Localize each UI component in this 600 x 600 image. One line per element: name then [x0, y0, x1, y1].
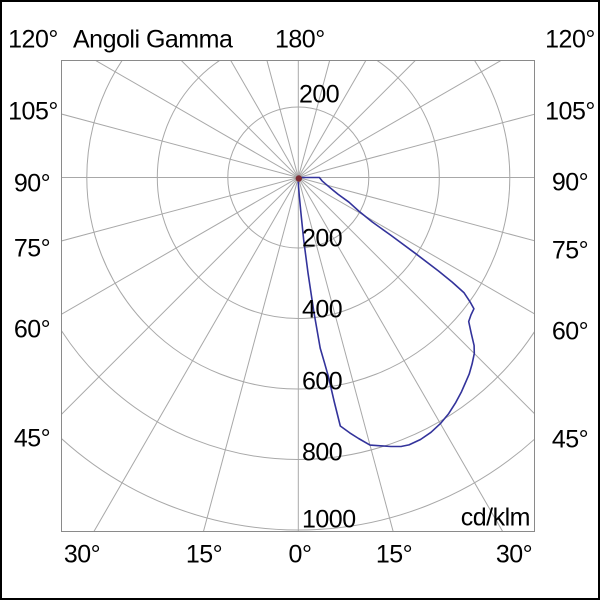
gamma-label-right-105: 105°: [545, 97, 595, 126]
intensity-label-top-200: 200: [299, 80, 340, 109]
plot-area: 200 200 400 600 800 1000 cd/klm: [61, 60, 535, 532]
gamma-label-left-90: 90°: [13, 169, 51, 198]
polar-grid: [62, 61, 534, 531]
gamma-label-right-120: 120°: [545, 25, 595, 54]
polar-grid-circle: [62, 438, 534, 531]
intensity-label-200: 200: [302, 224, 343, 253]
polar-grid-circle: [156, 61, 440, 319]
intensity-label-400: 400: [302, 295, 343, 324]
gamma-label-right-90: 90°: [551, 168, 589, 197]
gamma-label-bottom-30-left: 30°: [63, 540, 101, 569]
intensity-label-800: 800: [302, 438, 343, 467]
gamma-label-left-75: 75°: [13, 234, 51, 263]
gamma-label-right-60: 60°: [551, 317, 589, 346]
gamma-label-bottom-15-right: 15°: [375, 540, 413, 569]
gamma-label-bottom-15-left: 15°: [185, 540, 223, 569]
gamma-label-left-60: 60°: [13, 315, 51, 344]
luminous-intensity-curve: [297, 176, 476, 448]
polar-grid-circle: [86, 61, 511, 390]
gamma-label-right-75: 75°: [551, 236, 589, 265]
polar-grid-circle: [227, 106, 370, 249]
top-axis-label-180: 180°: [275, 25, 325, 54]
gamma-label-right-45: 45°: [551, 425, 589, 454]
intensity-label-600: 600: [302, 367, 343, 396]
intensity-label-1000: 1000: [302, 505, 356, 532]
diagram-title: Angoli Gamma: [73, 25, 233, 54]
secondary-curve-dot: [295, 175, 302, 182]
gamma-label-left-45: 45°: [13, 424, 51, 453]
intensity-unit-label: cd/klm: [460, 503, 531, 532]
polar-grid-circle: [62, 330, 534, 460]
gamma-label-left-120: 120°: [8, 25, 58, 54]
gamma-label-bottom-0: 0°: [288, 540, 312, 569]
gamma-label-bottom-30-right: 30°: [495, 540, 533, 569]
gamma-label-left-105: 105°: [8, 97, 58, 126]
